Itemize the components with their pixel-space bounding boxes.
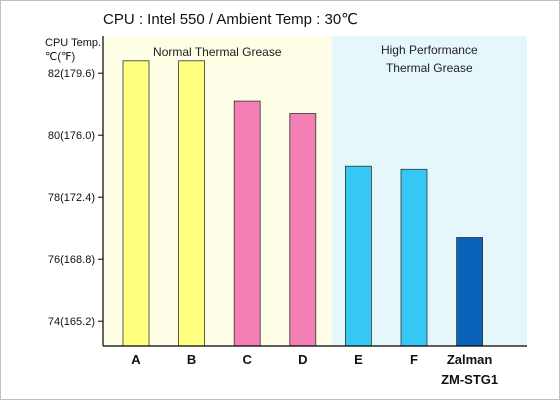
bar-a (122, 60, 150, 347)
y-tick-label: 76(168.8) (48, 254, 95, 266)
y-tick-label: 74(165.2) (48, 316, 95, 328)
x-tick-label: C (243, 352, 253, 367)
x-tick-label: F (410, 352, 418, 367)
bar-d (289, 113, 317, 347)
x-tick-label: D (298, 352, 307, 367)
y-tick-label: 78(172.4) (48, 192, 95, 204)
region-label-thermal-grease: Thermal Grease (386, 61, 473, 75)
y-axis-unit: ℃(℉) (45, 51, 75, 63)
x-tick-label-line2: ZM-STG1 (441, 372, 498, 387)
bar-f (400, 168, 428, 347)
x-tick-label: E (354, 352, 363, 367)
x-tick-label: A (131, 352, 141, 367)
chart-title: CPU : Intel 550 / Ambient Temp : 30℃ (103, 11, 358, 28)
bar-e (344, 165, 372, 347)
y-tick-label: 82(179.6) (48, 68, 95, 80)
x-tick-label: B (187, 352, 196, 367)
region-label-high-performance: High Performance (381, 43, 478, 57)
bar-c (233, 100, 261, 347)
bar-b (178, 60, 206, 347)
x-tick-label: Zalman (447, 352, 493, 367)
bar-zalman (456, 237, 484, 347)
y-tick-label: 80(176.0) (48, 130, 95, 142)
y-axis-label: CPU Temp. (45, 37, 101, 49)
region-label-normal-grease: Normal Thermal Grease (153, 45, 282, 59)
